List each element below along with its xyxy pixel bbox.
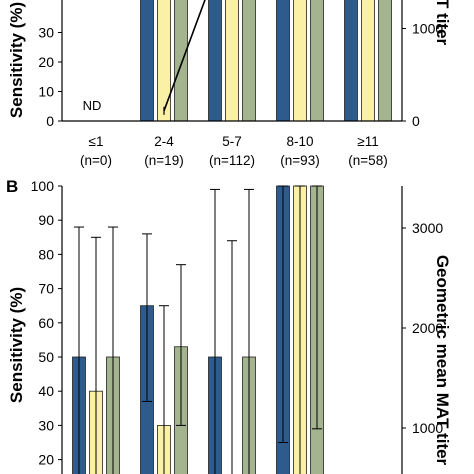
panel-a-category-label-2: 5-7	[222, 134, 242, 149]
panel-a-nd-label: ND	[83, 98, 102, 113]
panel-b-right-tick-label-2: 3000	[412, 220, 443, 236]
panel-b-right-tick-label-1: 2000	[412, 320, 443, 336]
panel-b-left-tick-label-1: 30	[38, 417, 54, 433]
panel-b-left-tick-label-6: 80	[38, 246, 54, 262]
panel-a-category-count-3: (n=93)	[280, 153, 319, 168]
panel-a-category-label-1: 2-4	[154, 134, 174, 149]
panel-a-bar-s2-c2	[242, 0, 256, 122]
panel-b-left-tick-label-8: 100	[31, 178, 55, 194]
panel-a: 0 10 20 30 0 1000 ≤1 (n=0) 2-4 (n=19) 5-7 (n=112)…	[7, 0, 452, 168]
panel-a-category-label-0: ≤1	[89, 134, 104, 149]
panel-a-right-tick-label-1: 1000	[412, 21, 443, 37]
panel-a-bar-s1-c4	[361, 0, 375, 122]
panel-b-left-axis-label: Sensitivity (%)	[7, 287, 26, 403]
panel-b-left-ticks: 20 30 40 50 60 70 80 90 100	[31, 178, 62, 468]
panel-a-bar-s2-c4	[378, 0, 392, 122]
panel-a-left-tick-label-1: 10	[38, 84, 54, 100]
panel-b-error-bars	[74, 185, 322, 474]
panel-a-category-count-2: (n=112)	[209, 153, 255, 168]
panel-a-bars	[140, 0, 392, 122]
panel-a-bar-s2-c1	[174, 0, 188, 122]
panel-a-bar-s1-c3	[293, 0, 307, 122]
panel-a-titer-line	[163, 0, 206, 115]
panel-a-category-count-0: (n=0)	[80, 153, 112, 168]
panel-a-categories: ≤1 (n=0) 2-4 (n=19) 5-7 (n=112) 8-10 (n=93) ≥11 (…	[80, 134, 388, 168]
panel-a-right-tick-label-0: 0	[412, 113, 420, 129]
panel-b-left-tick-label-7: 90	[38, 212, 54, 228]
panel-b-letter: B	[6, 177, 18, 196]
panel-a-category-count-4: (n=58)	[348, 153, 387, 168]
panel-b-left-tick-label-3: 50	[38, 349, 54, 365]
panel-a-titer-polyline	[163, 0, 206, 112]
panel-a-bar-s0-c1	[140, 0, 154, 122]
panel-a-bar-s2-c3	[310, 0, 324, 122]
panel-b-bars	[72, 185, 324, 474]
panel-b-left-tick-label-4: 60	[38, 315, 54, 331]
panel-a-category-count-1: (n=19)	[144, 153, 183, 168]
panel-a-bar-s0-c4	[344, 0, 358, 122]
panel-a-right-axis-label: Geometric mean MAT titer	[433, 0, 452, 46]
panel-b-left-tick-label-5: 70	[38, 281, 54, 297]
panel-b-right-axis-label: Geometric mean MAT titer	[433, 255, 452, 466]
panel-a-bar-s0-c2	[208, 0, 222, 122]
panel-a-right-ticks: 0 1000	[402, 21, 443, 129]
panel-a-left-axis-label: Sensitivity (%)	[7, 2, 26, 118]
panel-a-left-tick-label-2: 20	[38, 54, 54, 70]
panel-b: B 20 30 40 50 60 70 80 90 100 1000 2000 3000 Sensi…	[6, 177, 452, 474]
panel-b-right-tick-label-0: 1000	[412, 420, 443, 436]
panel-a-category-label-3: 8-10	[286, 134, 313, 149]
panel-b-left-tick-label-0: 20	[38, 452, 54, 468]
panel-a-bar-s1-c2	[225, 0, 239, 122]
panel-a-bar-s1-c1	[157, 0, 171, 122]
panel-a-left-ticks: 0 10 20 30	[38, 25, 62, 129]
panel-a-left-tick-label-3: 30	[38, 25, 54, 41]
panel-b-right-ticks: 1000 2000 3000	[402, 220, 443, 436]
panel-a-bar-s0-c3	[276, 0, 290, 122]
panel-a-left-tick-label-0: 0	[46, 113, 54, 129]
panel-a-category-label-4: ≥11	[357, 134, 378, 149]
panel-b-left-tick-label-2: 40	[38, 383, 54, 399]
